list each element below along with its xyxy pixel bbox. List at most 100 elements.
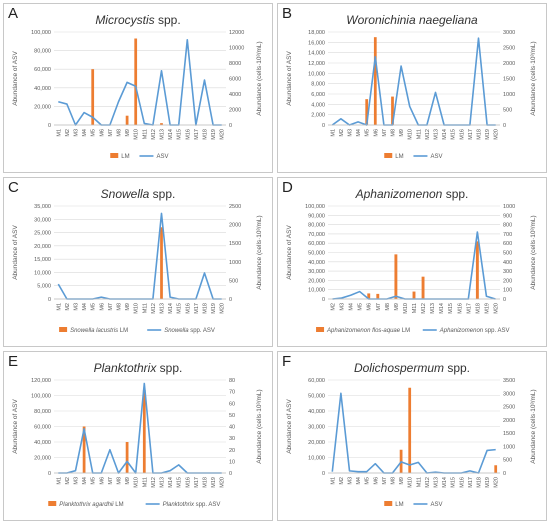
- x-tick-label: M6: [99, 129, 105, 137]
- y2-tick-label: 600: [503, 241, 512, 247]
- y-axis-label: Abundance of ASV: [12, 51, 19, 106]
- x-tick-label: M13: [160, 129, 166, 140]
- x-tick-label: M19: [211, 129, 217, 140]
- x-tick-label: M7: [108, 303, 114, 311]
- bar-lm: [82, 426, 86, 473]
- x-tick-label: M4: [349, 303, 355, 311]
- bar-lm: [373, 37, 377, 125]
- x-tick-label: M16: [459, 129, 465, 140]
- y2-tick-label: 3500: [503, 378, 515, 384]
- y-tick-label: 30,000: [308, 425, 325, 431]
- y2-tick-label: 80: [229, 378, 235, 384]
- bar-lm: [91, 69, 95, 125]
- y-tick-label: 0: [322, 123, 325, 129]
- y-tick-label: 20,000: [34, 244, 51, 250]
- y2-tick-label: 1500: [229, 241, 241, 247]
- x-tick-label: M17: [194, 477, 200, 488]
- x-tick-label: M20: [494, 477, 500, 488]
- chart-title: Aphanizomenon spp.: [355, 187, 469, 201]
- x-tick-label: M20: [493, 303, 499, 314]
- y-tick-label: 10,000: [308, 71, 325, 77]
- legend-swatch-lm: [384, 153, 393, 158]
- legend-swatch-lm: [59, 327, 68, 332]
- legend-label-asv: ASV: [430, 502, 442, 508]
- x-tick-label: M20: [494, 129, 500, 140]
- x-tick-label: M12: [421, 303, 427, 314]
- chart-title-suffix: spp.: [442, 187, 468, 201]
- x-tick-label: M19: [485, 129, 491, 140]
- legend-swatch-lm: [48, 501, 57, 506]
- y-tick-label: 16,000: [308, 40, 325, 46]
- x-tick-label: M8: [391, 129, 397, 137]
- x-tick-label: M16: [185, 303, 191, 314]
- legend-suffix: spp. ASV: [189, 328, 215, 334]
- chart-title: Planktothrix spp.: [94, 361, 183, 375]
- legend-suffix: LM: [118, 328, 128, 334]
- x-tick-label: M11: [142, 477, 148, 487]
- x-tick-label: M2: [65, 129, 71, 137]
- y-tick-label: 80,000: [34, 409, 51, 415]
- bar-lm: [376, 293, 380, 299]
- x-tick-label: M1: [56, 303, 62, 311]
- x-tick-label: M8: [391, 477, 397, 485]
- x-tick-label: M4: [356, 477, 362, 485]
- legend-label-asv: Aphanizomenon spp. ASV: [439, 328, 510, 334]
- x-tick-label: M9: [399, 129, 405, 137]
- x-tick-label: M13: [434, 477, 440, 488]
- y-axis-label: Abundance of ASV: [12, 399, 19, 454]
- y-tick-label: 0: [48, 123, 51, 129]
- x-tick-label: M9: [125, 129, 131, 137]
- y2-axis-label: Abundance (cells·10³/mL): [530, 41, 537, 115]
- x-tick-label: M15: [448, 303, 454, 314]
- y2-tick-label: 4000: [229, 92, 241, 98]
- y2-tick-label: 0: [503, 123, 506, 129]
- x-tick-label: M3: [340, 303, 346, 311]
- x-tick-label: M8: [117, 129, 123, 137]
- y2-tick-label: 0: [229, 297, 232, 303]
- x-tick-label: M1: [330, 129, 336, 137]
- x-tick-label: M19: [485, 477, 491, 488]
- y2-axis-label: Abundance (cells·10³/mL): [256, 215, 263, 289]
- chart-title-suffix: spp.: [155, 13, 181, 27]
- x-tick-label: M15: [451, 477, 457, 488]
- x-tick-label: M9: [125, 477, 131, 485]
- x-tick-label: M15: [177, 477, 183, 488]
- x-tick-label: M19: [484, 303, 490, 314]
- y-tick-label: 20,000: [308, 440, 325, 446]
- y-tick-label: 100,000: [31, 30, 51, 36]
- y2-tick-label: 500: [503, 458, 512, 464]
- x-tick-label: M2: [331, 303, 337, 311]
- y-tick-label: 8,000: [311, 82, 325, 88]
- chart-panel-f: F Dolichospermum spp. 0 10,000 20,000 30,000…: [277, 351, 547, 521]
- x-tick-label: M14: [168, 303, 174, 314]
- x-tick-label: M4: [82, 303, 88, 311]
- bar-lm: [142, 390, 146, 473]
- x-tick-label: M18: [475, 303, 481, 314]
- x-tick-label: M13: [434, 129, 440, 140]
- x-tick-label: M3: [348, 477, 354, 485]
- y2-tick-label: 2000: [503, 418, 515, 424]
- chart-panel-e: E Planktothrix spp. 0 20,000 40,000 60,000 80…: [3, 351, 273, 521]
- panel-letter: D: [282, 179, 293, 196]
- legend-label-asv: Snowella spp. ASV: [164, 328, 215, 334]
- y-tick-label: 100,000: [31, 394, 51, 400]
- y-tick-label: 25,000: [34, 231, 51, 237]
- x-tick-label: M5: [91, 477, 97, 485]
- bar-lm: [365, 99, 369, 125]
- legend-label-asv: ASV: [156, 154, 168, 160]
- y-tick-label: 90,000: [308, 213, 325, 219]
- y-tick-label: 18,000: [308, 30, 325, 36]
- bar-lm: [421, 276, 425, 299]
- y2-tick-label: 1500: [503, 77, 515, 83]
- x-tick-label: M17: [468, 477, 474, 488]
- line-asv: [57, 212, 222, 300]
- x-tick-label: M8: [117, 477, 123, 485]
- chart-title-suffix: spp.: [156, 361, 182, 375]
- panel-letter: C: [8, 179, 19, 196]
- y-tick-label: 50,000: [308, 251, 325, 257]
- x-tick-label: M1: [56, 477, 62, 485]
- x-tick-label: M6: [373, 129, 379, 137]
- x-tick-label: M6: [99, 303, 105, 311]
- y2-tick-label: 50: [229, 413, 235, 419]
- y-tick-label: 5,000: [37, 284, 51, 290]
